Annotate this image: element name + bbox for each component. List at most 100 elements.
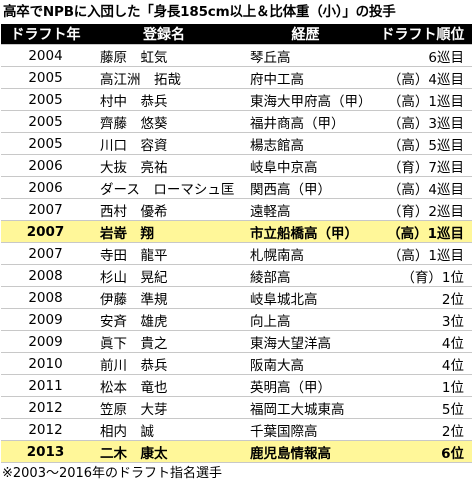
cell-registered-name: 高江洲 拓哉 (90, 66, 238, 89)
cell-draft-order: （育）7巡目 (373, 154, 472, 177)
table-row: 2007 西村 優希 遠軽高 （育）2巡目 (1, 198, 472, 221)
cell-draft-order: （高）4巡目 (373, 176, 472, 199)
cell-background: 綾部高 (238, 264, 373, 287)
cell-background: 阪南大高 (238, 352, 373, 375)
table-row: 2009 眞下 貴之 東海大望洋高 4位 (1, 330, 472, 353)
cell-draft-order: 3位 (373, 308, 472, 331)
cell-draft-order: （育）2巡目 (373, 198, 472, 221)
cell-registered-name: 西村 優希 (90, 198, 238, 221)
column-header-registered-name: 登録名 (90, 24, 238, 45)
table-row: 2007 寺田 龍平 札幌南高 （高）1巡目 (1, 242, 472, 265)
cell-background: 福岡工大城東高 (238, 396, 373, 419)
cell-draft-order: （高）3巡目 (373, 110, 472, 133)
table-row: 2011 松本 竜也 英明高（甲） 1位 (1, 374, 472, 397)
cell-draft-order: （高）5巡目 (373, 132, 472, 155)
cell-background: 東海大望洋高 (238, 330, 373, 353)
cell-registered-name: 齊藤 悠葵 (90, 110, 238, 133)
pitcher-table: ドラフト年 登録名 経歴 ドラフト順位 2004 藤原 虹気 琴丘高 6巡目 2005 高… (1, 24, 472, 463)
cell-draft-year: 2006 (1, 176, 90, 199)
cell-draft-order: 5位 (373, 396, 472, 419)
cell-registered-name: 前川 恭兵 (90, 352, 238, 375)
cell-draft-year: 2006 (1, 154, 90, 177)
cell-draft-order: （育）1位 (373, 264, 472, 287)
table-row-highlighted: 2013 二木 康太 鹿児島情報高 6位 (1, 440, 472, 463)
cell-draft-order: 4位 (373, 352, 472, 375)
cell-background: 楊志館高 (238, 132, 373, 155)
column-header-draft-order: ドラフト順位 (373, 24, 472, 45)
column-header-background: 経歴 (238, 24, 373, 45)
cell-background: 英明高（甲） (238, 374, 373, 397)
cell-background: 福井商高（甲） (238, 110, 373, 133)
cell-draft-order: 1位 (373, 374, 472, 397)
cell-background: 千葉国際高 (238, 418, 373, 441)
table-row: 2004 藤原 虹気 琴丘高 6巡目 (1, 44, 472, 67)
cell-draft-order: 6位 (373, 440, 472, 463)
cell-registered-name: 眞下 貴之 (90, 330, 238, 353)
table-row-highlighted: 2007 岩嵜 翔市立船橋高（甲） （高）1巡目 (1, 220, 472, 243)
cell-draft-year: 2005 (1, 66, 90, 89)
cell-draft-order: （高）1巡目 (373, 242, 472, 265)
page-title: 高卒でNPBに入団した「身長185cm以上＆比体重（小）」の投手 (3, 4, 396, 20)
cell-background: 札幌南高 (238, 242, 373, 265)
table-header: ドラフト年 登録名 経歴 ドラフト順位 (1, 24, 472, 45)
cell-draft-order: 6巡目 (373, 44, 472, 67)
cell-draft-year: 2005 (1, 88, 90, 111)
cell-registered-name: 岩嵜 翔 (90, 220, 238, 243)
cell-draft-year: 2004 (1, 44, 90, 67)
table-row: 2010 前川 恭兵 阪南大高 4位 (1, 352, 472, 375)
cell-background: 岐阜城北高 (238, 286, 373, 309)
table-row: 2005 齊藤 悠葵 福井商高（甲） （高）3巡目 (1, 110, 472, 133)
cell-draft-order: 2位 (373, 286, 472, 309)
cell-draft-order: 2位 (373, 418, 472, 441)
table-row: 2005 川口 容資 楊志館高 （高）5巡目 (1, 132, 472, 155)
table-row: 2005 村中 恭兵 東海大甲府高（甲） （高）1巡目 (1, 88, 472, 111)
cell-draft-order: （高）1巡目 (373, 220, 472, 243)
table-row: 2009 安斉 雄虎 向上高 3位 (1, 308, 472, 331)
table-row: 2012 笠原 大芽 福岡工大城東高 5位 (1, 396, 472, 419)
cell-registered-name: 伊藤 準規 (90, 286, 238, 309)
table-row: 2006 大抜 亮祐 岐阜中京高 （育）7巡目 (1, 154, 472, 177)
cell-background: 関西高（甲） (238, 176, 373, 199)
cell-background: 向上高 (238, 308, 373, 331)
cell-draft-order: 4位 (373, 330, 472, 353)
cell-registered-name: 杉山 晃紀 (90, 264, 238, 287)
cell-draft-year: 2013 (1, 440, 90, 463)
cell-registered-name: 松本 竜也 (90, 374, 238, 397)
cell-draft-year: 2009 (1, 330, 90, 353)
cell-background: 鹿児島情報高 (238, 440, 373, 463)
table-row: 2012 相内 誠千葉国際高 2位 (1, 418, 472, 441)
cell-draft-year: 2012 (1, 418, 90, 441)
cell-draft-order: （高）4巡目 (373, 66, 472, 89)
cell-background: 東海大甲府高（甲） (238, 88, 373, 111)
cell-draft-year: 2007 (1, 220, 90, 243)
cell-registered-name: 相内 誠 (90, 418, 238, 441)
cell-draft-year: 2005 (1, 132, 90, 155)
cell-draft-year: 2009 (1, 308, 90, 331)
cell-draft-year: 2008 (1, 264, 90, 287)
cell-draft-year: 2008 (1, 286, 90, 309)
cell-draft-order: （高）1巡目 (373, 88, 472, 111)
header-row: ドラフト年 登録名 経歴 ドラフト順位 (1, 24, 472, 45)
cell-draft-year: 2010 (1, 352, 90, 375)
cell-registered-name: 川口 容資 (90, 132, 238, 155)
cell-draft-year: 2012 (1, 396, 90, 419)
cell-registered-name: 二木 康太 (90, 440, 238, 463)
cell-background: 岐阜中京高 (238, 154, 373, 177)
cell-draft-year: 2011 (1, 374, 90, 397)
cell-draft-year: 2005 (1, 110, 90, 133)
table-row: 2006 ダース ローマシュ匡 関西高（甲） （高）4巡目 (1, 176, 472, 199)
cell-registered-name: 笠原 大芽 (90, 396, 238, 419)
cell-background: 府中工高 (238, 66, 373, 89)
cell-background: 遠軽高 (238, 198, 373, 221)
footnote: ※2003～2016年のドラフト指名選手 (2, 466, 223, 481)
cell-registered-name: 村中 恭兵 (90, 88, 238, 111)
cell-registered-name: 安斉 雄虎 (90, 308, 238, 331)
cell-registered-name: 大抜 亮祐 (90, 154, 238, 177)
table-row: 2008 伊藤 準規 岐阜城北高 2位 (1, 286, 472, 309)
cell-draft-year: 2007 (1, 198, 90, 221)
table-row: 2005 高江洲 拓哉 府中工高 （高）4巡目 (1, 66, 472, 89)
column-header-draft-year: ドラフト年 (1, 24, 90, 45)
cell-background: 琴丘高 (238, 44, 373, 67)
cell-registered-name: 寺田 龍平 (90, 242, 238, 265)
cell-background: 市立船橋高（甲） (238, 220, 373, 243)
